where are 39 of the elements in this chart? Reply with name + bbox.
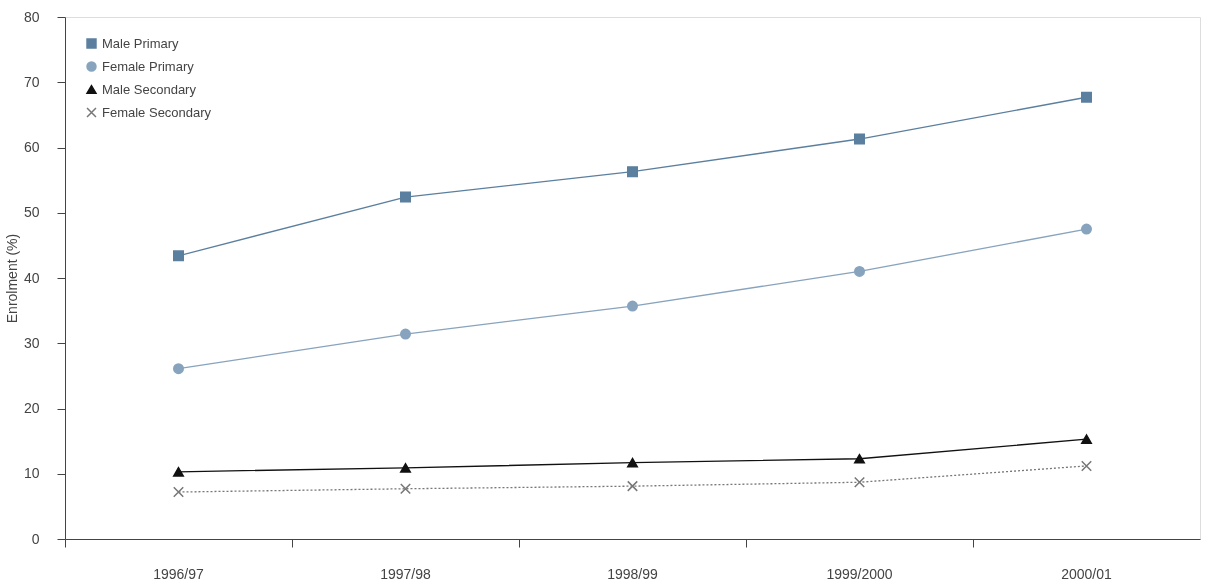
y-axis-title: Enrolment (%) <box>3 233 20 324</box>
point <box>854 453 865 464</box>
y-tick-label: 40 <box>23 269 40 286</box>
point <box>1081 460 1092 472</box>
point <box>173 363 184 375</box>
point <box>400 463 411 473</box>
point <box>854 133 865 145</box>
y-tick-label: 80 <box>23 8 40 25</box>
x-tick-label: 1996/97 <box>153 565 205 582</box>
y-tick-label: 0 <box>31 530 40 547</box>
point <box>854 265 865 277</box>
point <box>627 166 638 178</box>
point <box>627 480 638 492</box>
point <box>400 483 411 495</box>
point <box>173 486 184 498</box>
point <box>1081 91 1092 103</box>
x-tick-label: 1997/98 <box>380 565 432 582</box>
legend-label: Female Primary <box>102 58 195 74</box>
point <box>400 328 411 340</box>
legend-label: Male Primary <box>102 35 180 51</box>
y-tick-label: 30 <box>23 334 40 351</box>
point <box>627 457 638 468</box>
point <box>400 191 411 203</box>
point <box>854 476 865 488</box>
y-tick-label: 10 <box>23 465 40 482</box>
legend-label: Male Secondary <box>102 81 197 97</box>
y-tick-label: 20 <box>23 400 40 416</box>
x-tick-label: 2000/01 <box>1061 565 1113 582</box>
point <box>173 250 184 262</box>
y-tick-label: 60 <box>23 139 40 155</box>
point <box>1081 223 1092 235</box>
y-tick-label: 70 <box>23 73 40 90</box>
legend-label: Female Secondary <box>102 104 212 120</box>
point <box>173 466 184 477</box>
point <box>1081 434 1092 445</box>
x-tick-label: 1998/99 <box>607 565 659 582</box>
point <box>627 300 638 312</box>
x-tick-label: 1999/2000 <box>826 565 893 582</box>
y-tick-label: 50 <box>23 204 40 221</box>
